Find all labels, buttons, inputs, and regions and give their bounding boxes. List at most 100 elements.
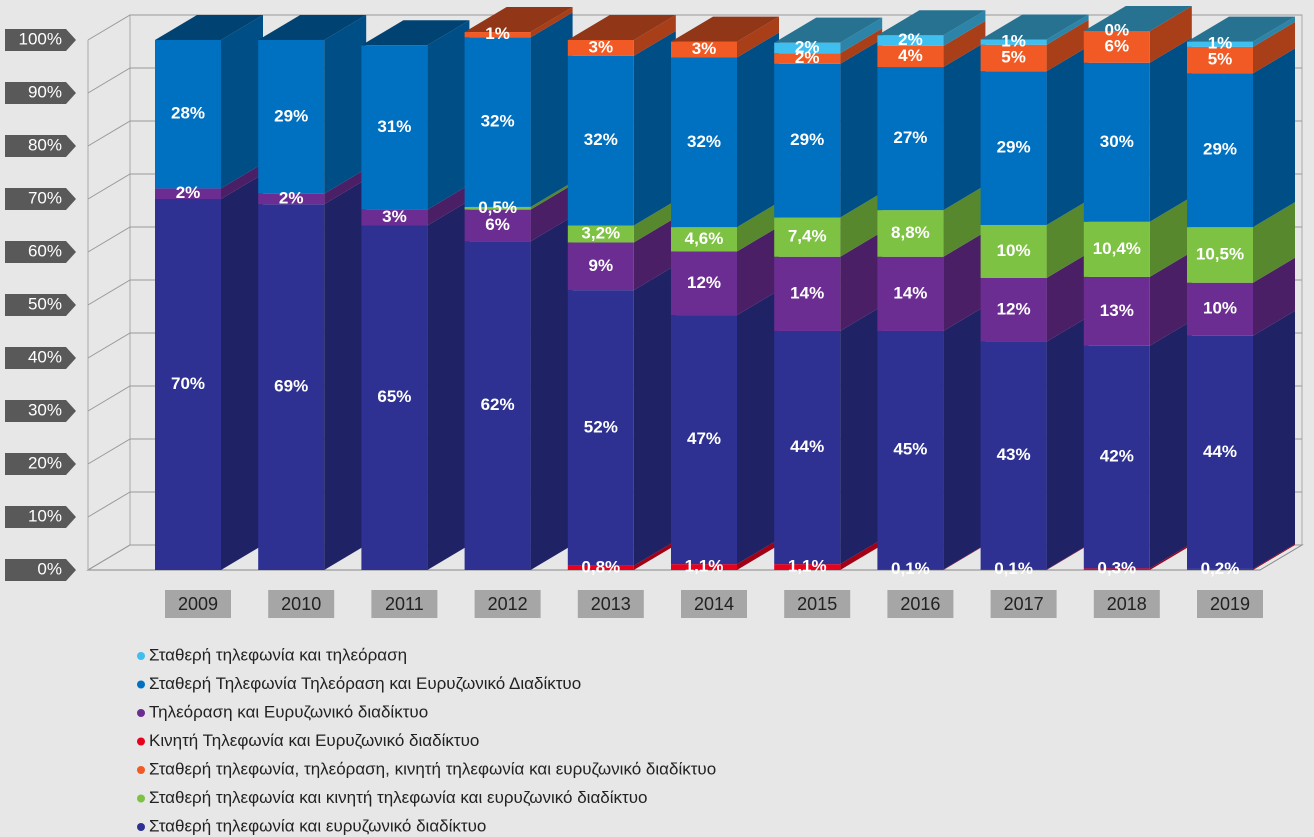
y-tick-box — [5, 506, 76, 528]
data-label: 32% — [687, 132, 721, 151]
bar-segment — [361, 209, 428, 226]
y-tick-box — [5, 400, 76, 422]
y-tick-label: 0% — [37, 559, 62, 578]
bar-side — [737, 16, 779, 58]
y-tick-box — [5, 347, 76, 369]
legend-marker — [137, 652, 145, 660]
x-tick-label: 2019 — [1210, 594, 1250, 614]
bar-top — [980, 14, 1089, 40]
data-label: 29% — [997, 138, 1031, 157]
bar-segment — [1083, 276, 1150, 346]
bar-side — [324, 168, 367, 205]
y-tick-label: 20% — [28, 453, 62, 472]
x-tick-box — [165, 590, 231, 618]
data-label: 1% — [485, 24, 510, 43]
data-label: 62% — [481, 395, 515, 414]
x-tick-label: 2015 — [797, 594, 837, 614]
data-label: 0,1% — [891, 559, 930, 578]
bar-segment — [258, 193, 325, 205]
bar-segment — [1083, 221, 1150, 277]
data-label: 3% — [382, 207, 407, 226]
data-label: 30% — [1100, 132, 1134, 151]
bar-segment — [1187, 73, 1253, 228]
bar-side — [427, 200, 470, 570]
bar-segment — [671, 251, 737, 316]
bar-segment — [671, 315, 737, 565]
bar-side — [1046, 199, 1089, 278]
bar-segment — [155, 199, 221, 570]
bar-side — [840, 17, 883, 54]
bar-side — [221, 174, 263, 570]
bar-top — [464, 7, 573, 33]
bar-side — [1046, 252, 1089, 342]
data-label: 6% — [485, 215, 510, 234]
bar-segment — [774, 256, 841, 331]
data-label: 2% — [795, 37, 820, 56]
bar-segment — [980, 277, 1047, 342]
x-tick-box — [990, 590, 1057, 618]
data-label: 8,8% — [891, 223, 930, 242]
legend-label: Σταθερή τηλεφωνία και κινητή τηλεφωνία κ… — [149, 788, 648, 807]
bar-segment — [877, 210, 944, 257]
bar-side — [943, 305, 986, 570]
bar-top — [877, 10, 986, 36]
data-label: 69% — [274, 377, 308, 396]
data-label: 52% — [584, 417, 618, 436]
data-label: 10,5% — [1196, 244, 1244, 263]
bar-segment — [464, 37, 531, 207]
data-label: 14% — [893, 283, 927, 302]
bar-side — [324, 179, 367, 571]
bar-side — [943, 185, 986, 257]
bar-segment — [671, 41, 737, 58]
x-tick-label: 2017 — [1004, 594, 1044, 614]
x-tick-label: 2012 — [488, 594, 528, 614]
data-label: 0% — [1105, 20, 1130, 39]
data-label: 70% — [171, 374, 205, 393]
bar-segment — [464, 209, 531, 242]
y-tick-label: 50% — [28, 294, 62, 313]
bar-side — [1046, 316, 1089, 570]
bar-segment — [877, 569, 944, 570]
data-label: 1,1% — [685, 557, 724, 576]
bar-side — [840, 28, 883, 64]
bar-side — [633, 217, 676, 291]
bar-side — [840, 305, 883, 565]
bar-segment — [774, 330, 841, 565]
bar-side — [1149, 251, 1192, 346]
y-tick-box — [5, 559, 76, 581]
data-label: 32% — [481, 112, 515, 131]
bar-segment — [464, 241, 531, 570]
x-tick-label: 2018 — [1107, 594, 1147, 614]
bar-side — [1149, 543, 1192, 570]
legend-marker — [137, 709, 145, 717]
bar-side — [943, 42, 986, 211]
bar-segment — [877, 67, 944, 211]
x-tick-box — [1197, 590, 1263, 618]
data-label: 10% — [1203, 299, 1237, 318]
bar-segment — [1187, 41, 1253, 47]
y-tick-label: 100% — [19, 29, 62, 48]
bar-segment — [877, 256, 944, 331]
bar-top — [155, 15, 263, 40]
data-label: 1% — [1001, 32, 1026, 51]
bar-segment — [774, 217, 841, 257]
bar-side — [1253, 257, 1295, 336]
x-tick-label: 2016 — [900, 594, 940, 614]
bar-side — [427, 184, 470, 226]
y-tick-label: 30% — [28, 400, 62, 419]
bar-side — [221, 163, 263, 199]
bar-segment — [464, 206, 531, 210]
bar-segment — [155, 40, 221, 189]
grid-line — [87, 14, 1302, 41]
bar-segment — [567, 40, 634, 56]
legend-label: Σταθερή Τηλεφωνία Τηλεόραση και Ευρυζωνι… — [149, 674, 581, 693]
bar-side — [1253, 21, 1295, 74]
x-tick-label: 2011 — [385, 594, 424, 614]
bar-side — [1046, 544, 1089, 570]
data-label: 4% — [898, 46, 923, 65]
x-tick-box — [371, 590, 438, 618]
legend-marker — [137, 680, 145, 689]
bar-segment — [877, 45, 944, 68]
y-tick-box — [5, 82, 76, 104]
data-label: 29% — [790, 130, 824, 149]
